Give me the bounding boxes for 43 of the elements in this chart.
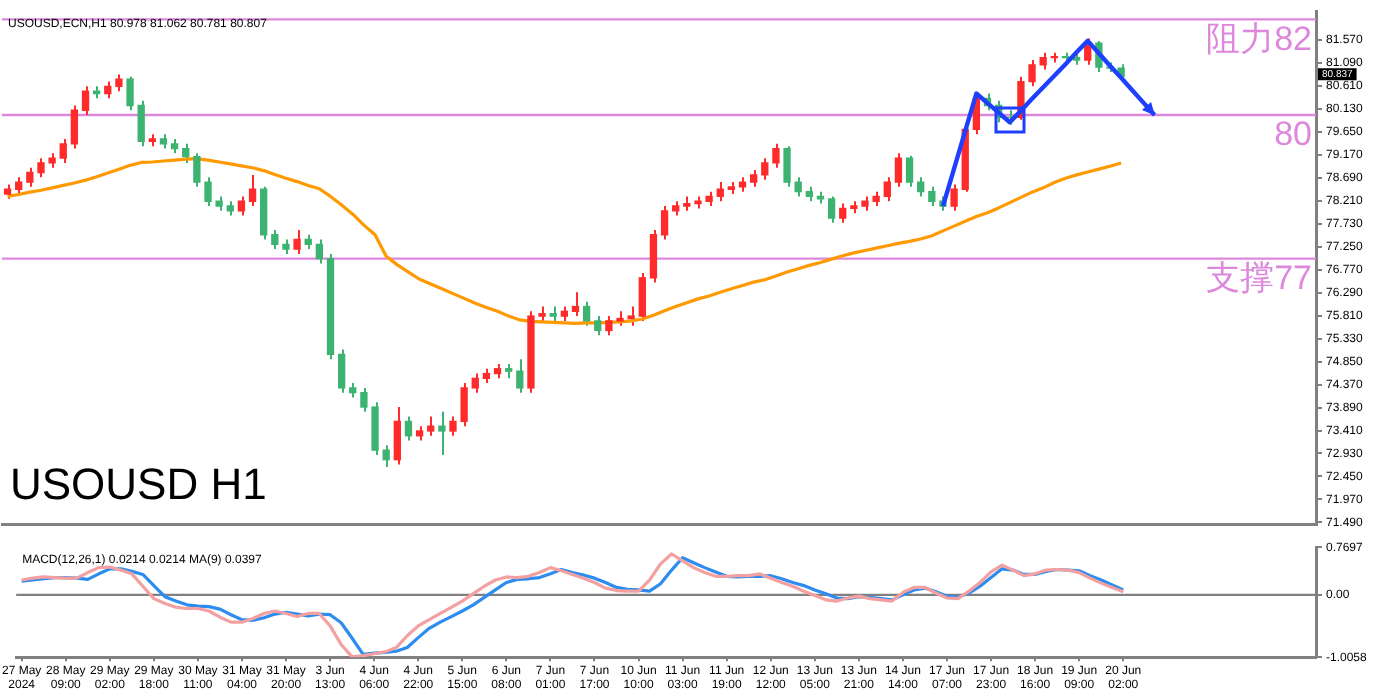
candlestick	[649, 228, 658, 284]
candlestick	[70, 104, 79, 150]
candlestick	[59, 138, 67, 164]
candlestick	[337, 348, 346, 394]
candlestick	[905, 154, 914, 188]
candlestick	[471, 372, 479, 394]
ref-line-label: 阻力82	[1206, 19, 1312, 58]
candlestick	[516, 358, 524, 394]
candlestick	[794, 176, 802, 198]
candlestick	[772, 142, 780, 169]
candlestick	[26, 166, 34, 188]
candlestick	[783, 145, 791, 188]
annotation: USOUSD H1	[10, 458, 267, 509]
candlestick	[917, 176, 925, 198]
candlestick	[382, 444, 390, 468]
candlestick	[393, 406, 401, 466]
candlestick	[438, 410, 446, 456]
candlestick	[293, 228, 301, 255]
candlestick	[137, 99, 145, 148]
candlestick	[827, 195, 836, 224]
candlestick	[894, 152, 903, 188]
candlestick	[839, 202, 847, 224]
candlestick	[638, 272, 646, 322]
candlestick	[928, 185, 936, 208]
candlestick	[761, 157, 769, 181]
candlestick	[404, 415, 413, 442]
candlestick	[248, 173, 257, 208]
candlestick	[571, 291, 580, 318]
candlestick	[660, 205, 669, 241]
candlestick	[126, 75, 134, 112]
ref-line-label: 支撑77	[1206, 259, 1312, 298]
candlestick	[594, 315, 602, 337]
ref-line-label: 80	[1274, 115, 1312, 154]
candlestick	[716, 181, 724, 203]
candlestick	[582, 300, 591, 327]
candlestick	[950, 183, 958, 212]
candlestick	[883, 176, 891, 203]
candlestick	[260, 185, 268, 241]
candlestick	[81, 85, 90, 117]
candlestick	[315, 238, 324, 265]
candlestick	[627, 305, 635, 327]
candlestick	[271, 228, 279, 251]
candlestick	[427, 415, 435, 437]
